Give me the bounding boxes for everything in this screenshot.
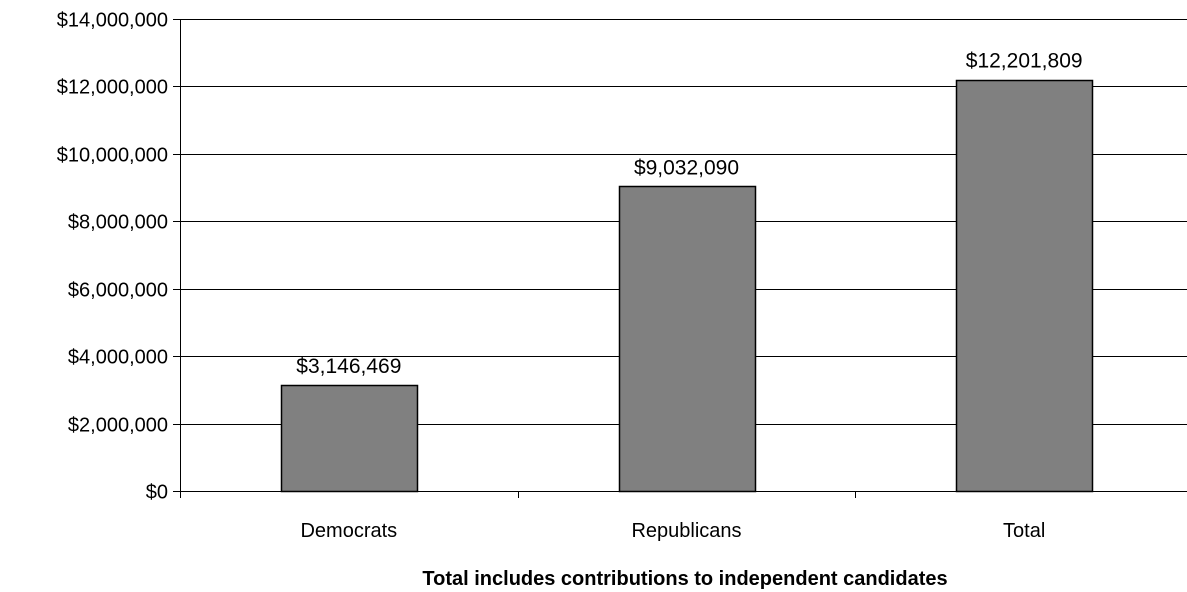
bars: [280, 79, 1094, 493]
y-tick-label: $8,000,000: [68, 212, 168, 234]
bar-democrats: [280, 384, 419, 493]
data-labels: $3,146,469 $9,032,090 $12,201,809: [296, 50, 1082, 378]
bar-republicans: [618, 185, 757, 493]
y-tick-label: $2,000,000: [68, 415, 168, 437]
y-tick-label: $14,000,000: [57, 10, 168, 32]
x-axis-title: Total includes contributions to independ…: [422, 568, 947, 590]
data-label: $3,146,469: [296, 355, 401, 378]
data-label: $9,032,090: [634, 156, 739, 179]
y-tick-label: $12,000,000: [57, 77, 168, 99]
bar-total: [955, 79, 1094, 493]
data-label: $12,201,809: [966, 50, 1083, 73]
y-tick-label: $10,000,000: [57, 145, 168, 167]
x-tick-label: Democrats: [300, 520, 397, 542]
y-tick-label: $6,000,000: [68, 280, 168, 302]
x-tick-labels: Democrats Republicans Total: [300, 520, 1045, 542]
y-tick-labels: $0 $2,000,000 $4,000,000 $6,000,000 $8,000,0…: [57, 10, 168, 504]
y-tick-label: $4,000,000: [68, 347, 168, 369]
y-tick-label: $0: [146, 482, 168, 504]
x-tick-label: Total: [1003, 520, 1045, 542]
x-tick-label: Republicans: [631, 520, 741, 542]
